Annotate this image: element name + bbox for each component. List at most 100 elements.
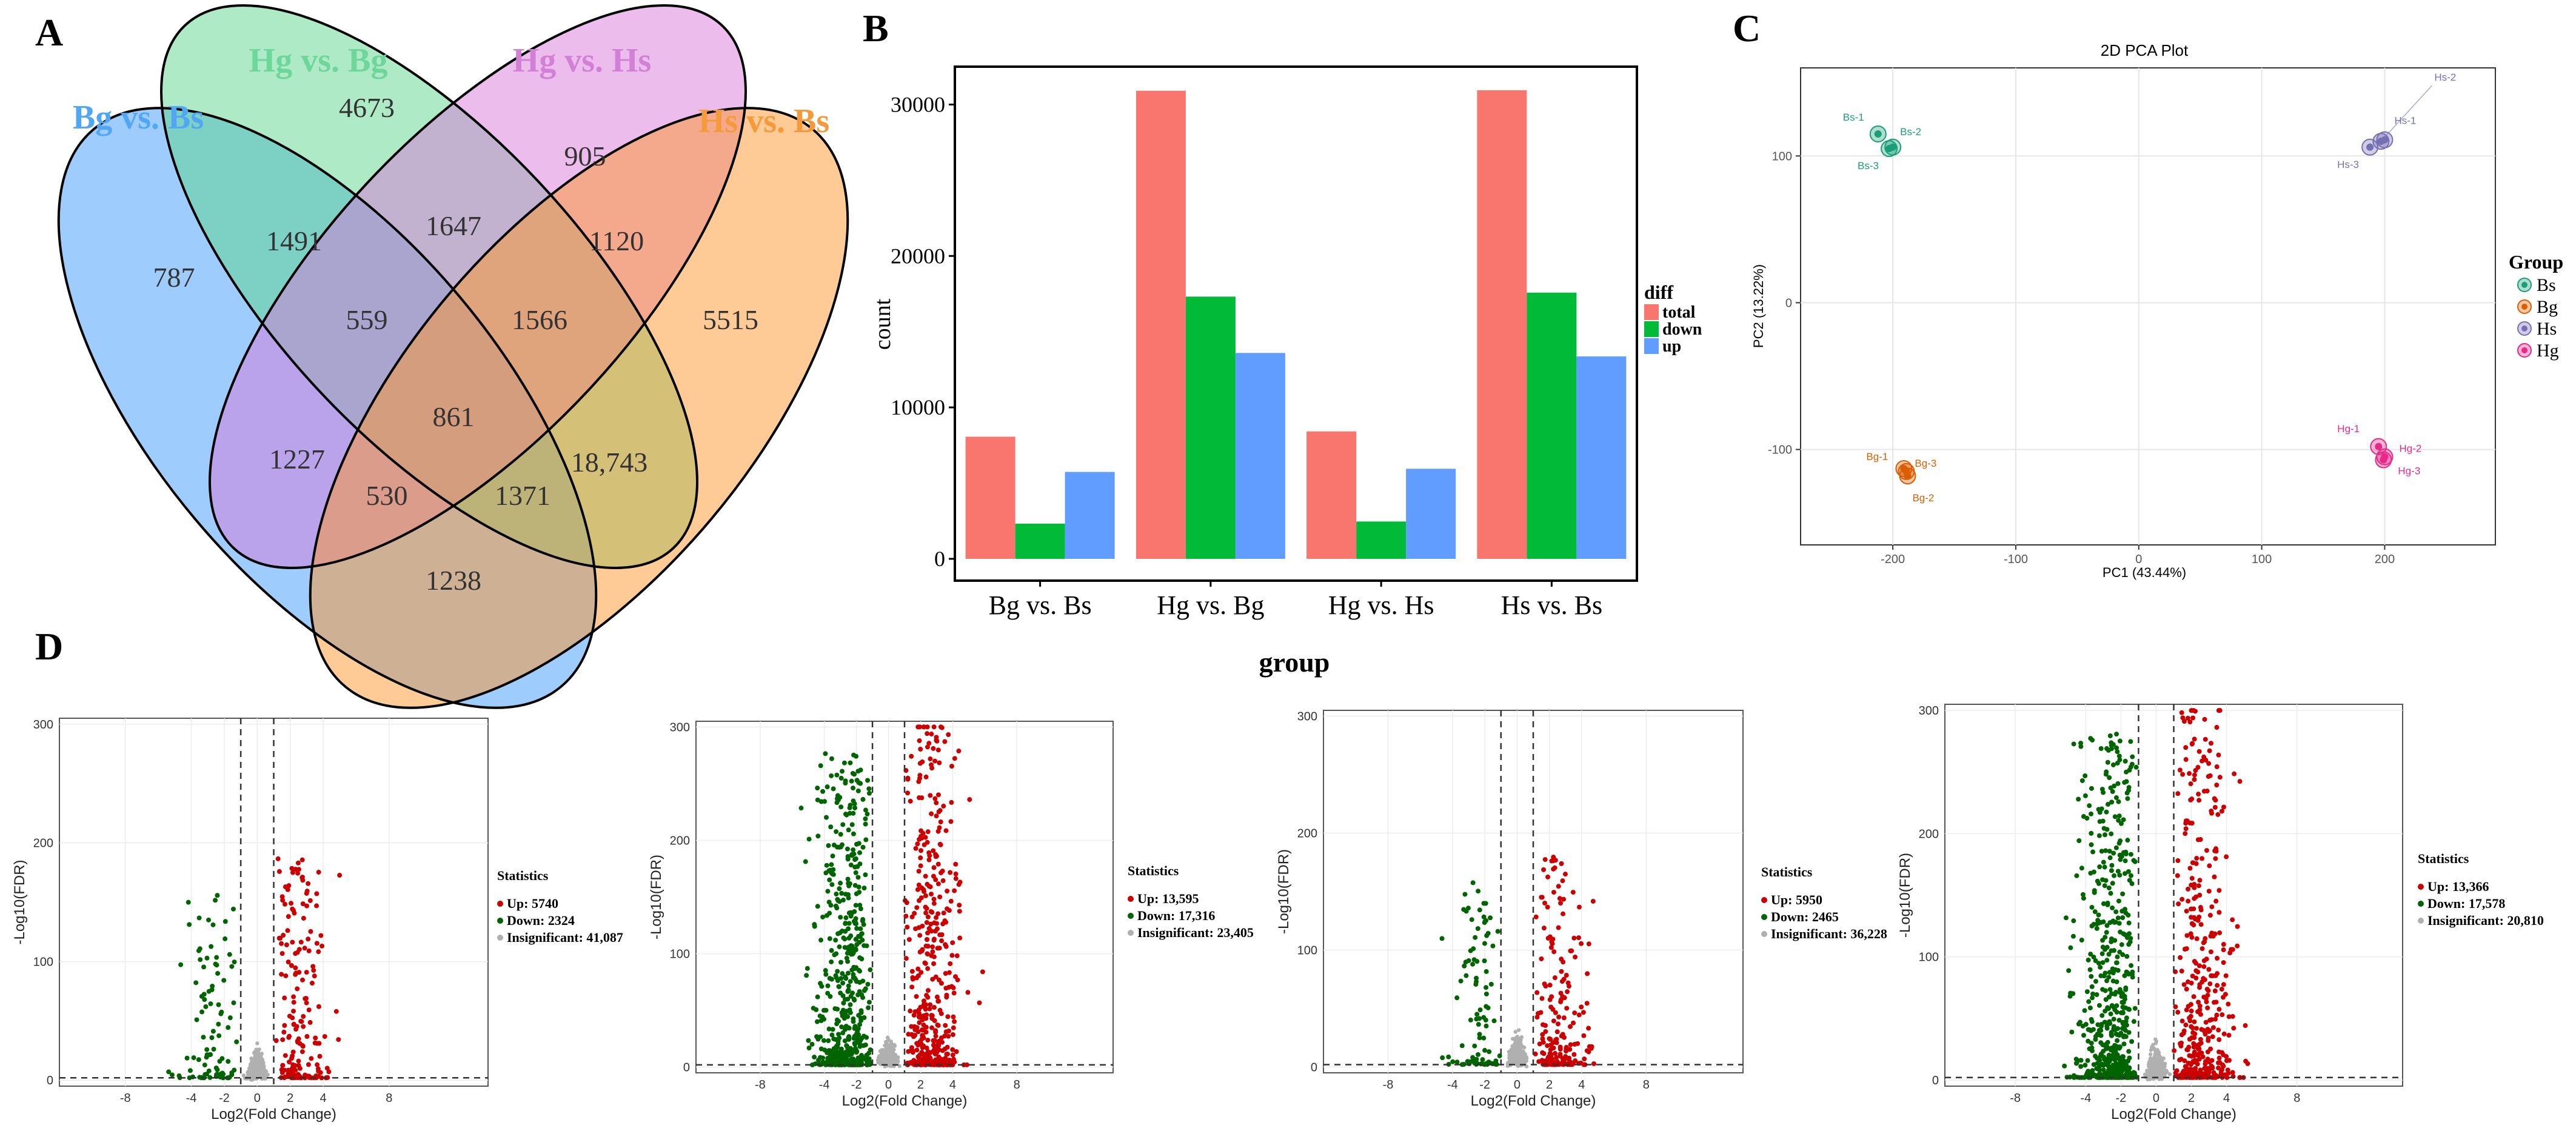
volcano-point-down xyxy=(855,1026,861,1031)
volcano-point-ns xyxy=(889,1039,893,1044)
volcano-point-down xyxy=(2088,952,2093,957)
volcano-point-up xyxy=(905,790,911,796)
volcano-point-down xyxy=(2088,1072,2093,1077)
volcano-point-down xyxy=(184,1055,190,1061)
volcano-point-down xyxy=(1482,941,1487,946)
volcano-point-down xyxy=(837,930,843,936)
venn-ellipse-outline xyxy=(57,107,598,709)
volcano-point-down xyxy=(2099,951,2105,956)
volcano-point-down xyxy=(845,970,851,976)
volcano-point-ns xyxy=(1508,1053,1513,1058)
volcano-point-down xyxy=(2108,1047,2113,1053)
volcano-point-down xyxy=(834,1049,840,1054)
volcano-point-down xyxy=(214,1072,219,1077)
volcano-point-up xyxy=(302,946,307,951)
volcano-point-up xyxy=(282,901,287,907)
volcano-point-down xyxy=(2110,789,2115,794)
volcano-point-up xyxy=(1556,884,1561,889)
volcano-point-down xyxy=(1476,1022,1481,1027)
volcano-point-up xyxy=(934,738,939,743)
volcano-point-up xyxy=(2213,1016,2218,1022)
volcano-point-down xyxy=(825,784,830,790)
volcano-point-ns xyxy=(2154,1060,2158,1065)
volcano-point-down xyxy=(2107,733,2113,739)
volcano-point-up xyxy=(2216,1007,2222,1012)
volcano-point-down xyxy=(2110,978,2116,984)
volcano-point-up xyxy=(282,995,287,1001)
volcano-point-down xyxy=(2113,909,2119,915)
volcano-point-up xyxy=(2210,973,2215,979)
volcano-point-down xyxy=(2115,869,2121,874)
volcano-point-up xyxy=(296,947,302,952)
volcano-point-up xyxy=(931,746,936,751)
volcano-point-down xyxy=(2128,852,2133,857)
volcano-point-down xyxy=(2099,1063,2104,1068)
volcano-point-down xyxy=(1439,936,1445,941)
volcano-point-up xyxy=(909,753,914,759)
volcano-point-up xyxy=(942,1058,948,1064)
volcano-point-down xyxy=(826,843,831,849)
volcano-point-up xyxy=(2213,999,2219,1005)
volcano-point-down xyxy=(2118,990,2124,995)
volcano-point-ns xyxy=(1515,1049,1520,1053)
volcano-point-up xyxy=(2193,861,2199,866)
volcano-point-down xyxy=(846,1036,852,1041)
volcano-point-up xyxy=(943,986,949,991)
volcano-point-down xyxy=(2119,942,2124,947)
volcano-point-ns xyxy=(1512,1058,1516,1063)
volcano-point-down xyxy=(2083,1063,2088,1068)
volcano-point-down xyxy=(199,1009,205,1015)
bar-up xyxy=(1576,356,1627,559)
volcano-point-down xyxy=(2106,1067,2111,1073)
volcano-point-down xyxy=(2115,1026,2121,1032)
volcano-point-up xyxy=(2195,969,2201,975)
volcano-point-up xyxy=(2223,973,2229,978)
volcano-point-down xyxy=(2091,954,2096,959)
volcano-point-down xyxy=(851,810,856,816)
volcano-point-down xyxy=(2099,1022,2104,1027)
volcano-point-up xyxy=(287,1033,292,1039)
volcano-point-down xyxy=(856,1039,861,1045)
volcano-point-up xyxy=(2205,1005,2210,1010)
volcano-point-up xyxy=(2175,873,2180,878)
volcano-point-down xyxy=(861,1033,866,1039)
volcano-point-ns xyxy=(2153,1065,2157,1070)
volcano-point-down xyxy=(842,936,848,942)
volcano-point-up xyxy=(2187,866,2193,871)
volcano-point-up xyxy=(296,970,302,975)
volcano-point-down xyxy=(2071,741,2076,747)
volcano-point-up xyxy=(1537,1041,1542,1047)
volcano-point-up xyxy=(2180,896,2185,902)
volcano-point-down xyxy=(1497,1053,1502,1059)
volcano-point-down xyxy=(848,910,854,915)
volcano-point-up xyxy=(923,893,928,898)
volcano-point-up xyxy=(291,994,296,999)
volcano-point-ns xyxy=(893,1053,898,1057)
pca-legend-label: Hg xyxy=(2537,341,2559,361)
volcano-point-down xyxy=(1464,973,1469,978)
volcano-point-up xyxy=(296,1058,301,1064)
volcano-point-down xyxy=(846,895,851,901)
volcano-point-ns xyxy=(2167,1072,2172,1076)
volcano-point-up xyxy=(940,878,946,884)
bar-down xyxy=(1356,521,1407,559)
volcano-point-ns xyxy=(249,1072,254,1076)
volcano-point-down xyxy=(2101,1049,2106,1054)
volcano-x-tick-label: -2 xyxy=(219,1092,230,1105)
volcano-point-up xyxy=(295,1075,300,1081)
volcano-point-down xyxy=(2089,1045,2095,1050)
bar-x-tick-label: Hs vs. Bs xyxy=(1501,590,1603,620)
volcano-point-down xyxy=(2126,942,2132,947)
volcano-point-ns xyxy=(1524,1056,1529,1060)
pca-x-tick-label: -100 xyxy=(2004,553,2028,566)
volcano-point-up xyxy=(918,1041,924,1046)
volcano-point-down xyxy=(840,971,845,976)
pca-label-leader xyxy=(2380,85,2432,142)
volcano-point-up xyxy=(1545,904,1550,910)
volcano-point-up xyxy=(1565,980,1571,986)
volcano-point-down xyxy=(2115,954,2120,959)
volcano-point-up xyxy=(2194,936,2200,941)
volcano-point-down xyxy=(209,944,214,949)
volcano-point-down xyxy=(2104,1026,2110,1031)
volcano-point-up xyxy=(2197,1007,2203,1013)
